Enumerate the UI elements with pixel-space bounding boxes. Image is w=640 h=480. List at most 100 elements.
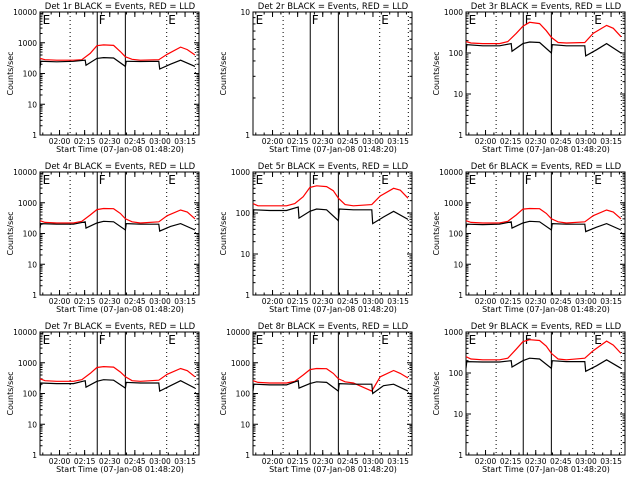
x-tick-label: 02:15 bbox=[500, 457, 522, 466]
x-tick-label: 02:30 bbox=[99, 137, 121, 146]
y-tick-label: 1 bbox=[458, 131, 463, 140]
y-tick-label: 1 bbox=[32, 131, 37, 140]
y-tick-label: 1000 bbox=[18, 359, 37, 368]
x-axis-label: Start Time (07-Jan-08 01:48:20) bbox=[56, 145, 184, 154]
x-tick-label: 03:15 bbox=[174, 457, 196, 466]
y-axis-label: Counts/sec bbox=[6, 211, 15, 255]
x-tick-label: 02:15 bbox=[287, 457, 309, 466]
x-tick-label: 02:45 bbox=[124, 457, 146, 466]
plot-frame bbox=[39, 331, 200, 456]
y-tick-label: 10000 bbox=[13, 328, 37, 337]
x-tick-label: 02:45 bbox=[550, 297, 572, 306]
y-tick-label: 10 bbox=[27, 260, 37, 269]
y-tick-label: 100 bbox=[449, 369, 464, 378]
x-axis-label: Start Time (07-Jan-08 01:48:20) bbox=[482, 465, 610, 474]
y-tick-label: 1 bbox=[245, 451, 250, 460]
x-axis-label: Start Time (07-Jan-08 01:48:20) bbox=[269, 305, 397, 314]
mode-marker-e: E bbox=[381, 13, 389, 27]
x-tick-label: 02:00 bbox=[475, 457, 497, 466]
x-tick-label: 03:00 bbox=[362, 297, 384, 306]
x-axis-label: Start Time (07-Jan-08 01:48:20) bbox=[482, 305, 610, 314]
mode-marker-f: F bbox=[312, 333, 319, 347]
lld-series-line bbox=[39, 44, 196, 61]
x-tick-label: 02:00 bbox=[262, 297, 284, 306]
x-tick-label: 02:30 bbox=[312, 137, 334, 146]
y-tick-label: 100 bbox=[449, 230, 464, 239]
panel-det-1: Det 1r BLACK = Events, RED = LLD 1 10 100 10… bbox=[6, 2, 200, 154]
events-series-line bbox=[252, 206, 409, 225]
events-series-line bbox=[465, 357, 622, 373]
x-tick-label: 02:00 bbox=[475, 297, 497, 306]
lld-series-line bbox=[465, 207, 622, 224]
y-tick-label: 10000 bbox=[439, 168, 463, 177]
mode-marker-e: E bbox=[594, 173, 602, 187]
events-series-line bbox=[39, 220, 196, 232]
y-tick-label: 1000 bbox=[444, 328, 463, 337]
x-axis-label: Start Time (07-Jan-08 01:48:20) bbox=[269, 145, 397, 154]
mode-marker-e: E bbox=[43, 333, 51, 347]
mode-marker-e: E bbox=[469, 13, 477, 27]
y-axis-label: Counts/sec bbox=[219, 211, 228, 255]
panel-det-2: Det 2r BLACK = Events, RED = LLD 1 10 02:00… bbox=[219, 2, 413, 154]
plot-frame bbox=[252, 331, 413, 456]
x-tick-label: 02:45 bbox=[337, 297, 359, 306]
mode-marker-f: F bbox=[99, 13, 106, 27]
panel-det-5: Det 5r BLACK = Events, RED = LLD 1 10 100 10… bbox=[219, 162, 413, 314]
y-tick-label: 10000 bbox=[226, 328, 250, 337]
y-tick-label: 10000 bbox=[13, 168, 37, 177]
panel-det-6: Det 6r BLACK = Events, RED = LLD 1 10 100 10… bbox=[432, 162, 626, 314]
plot-frame bbox=[465, 171, 626, 296]
x-tick-label: 02:00 bbox=[49, 297, 71, 306]
mode-marker-f: F bbox=[525, 13, 532, 27]
mode-marker-e: E bbox=[381, 173, 389, 187]
x-tick-label: 03:00 bbox=[575, 457, 597, 466]
lld-series-line bbox=[252, 367, 409, 392]
events-series-line bbox=[465, 41, 622, 57]
y-tick-label: 10 bbox=[27, 100, 37, 109]
y-tick-label: 1 bbox=[245, 291, 250, 300]
mode-marker-e: E bbox=[43, 13, 51, 27]
panel-det-4: Det 4r BLACK = Events, RED = LLD 1 10 100 10… bbox=[6, 162, 200, 314]
mode-marker-e: E bbox=[256, 333, 264, 347]
x-tick-label: 02:00 bbox=[475, 137, 497, 146]
x-tick-label: 03:15 bbox=[387, 137, 409, 146]
panel-title: Det 8r BLACK = Events, RED = LLD bbox=[258, 322, 409, 332]
x-axis-label: Start Time (07-Jan-08 01:48:20) bbox=[56, 305, 184, 314]
x-tick-label: 03:00 bbox=[362, 137, 384, 146]
x-tick-label: 03:15 bbox=[600, 297, 622, 306]
x-tick-label: 02:45 bbox=[124, 297, 146, 306]
x-tick-label: 02:15 bbox=[74, 297, 96, 306]
y-tick-label: 10 bbox=[240, 250, 250, 259]
y-tick-label: 1000 bbox=[18, 199, 37, 208]
events-series-line bbox=[252, 379, 409, 395]
plot-frame bbox=[252, 171, 413, 296]
x-tick-label: 02:15 bbox=[287, 297, 309, 306]
y-tick-label: 100 bbox=[23, 230, 38, 239]
mode-marker-e: E bbox=[469, 173, 477, 187]
mode-marker-e: E bbox=[168, 173, 176, 187]
mode-marker-e: E bbox=[594, 13, 602, 27]
panel-title: Det 9r BLACK = Events, RED = LLD bbox=[471, 322, 622, 332]
y-tick-label: 100 bbox=[449, 49, 464, 58]
panel-title: Det 6r BLACK = Events, RED = LLD bbox=[471, 162, 622, 172]
x-tick-label: 02:30 bbox=[312, 457, 334, 466]
x-tick-label: 02:45 bbox=[550, 457, 572, 466]
panel-det-8: Det 8r BLACK = Events, RED = LLD 1 10 100 10… bbox=[219, 322, 413, 474]
x-axis-label: Start Time (07-Jan-08 01:48:20) bbox=[482, 145, 610, 154]
y-tick-label: 1 bbox=[458, 291, 463, 300]
mode-marker-e: E bbox=[256, 13, 264, 27]
x-tick-label: 03:00 bbox=[362, 457, 384, 466]
y-axis-label: Counts/sec bbox=[219, 51, 228, 95]
panel-det-9: Det 9r BLACK = Events, RED = LLD 1 10 100 10… bbox=[432, 322, 626, 474]
y-axis-label: Counts/sec bbox=[219, 371, 228, 415]
mode-marker-f: F bbox=[525, 173, 532, 187]
x-tick-label: 02:30 bbox=[525, 137, 547, 146]
y-tick-label: 100 bbox=[23, 390, 38, 399]
mode-marker-e: E bbox=[594, 333, 602, 347]
panel-title: Det 4r BLACK = Events, RED = LLD bbox=[45, 162, 196, 172]
y-tick-label: 10 bbox=[240, 420, 250, 429]
mode-marker-e: E bbox=[469, 333, 477, 347]
panel-title: Det 1r BLACK = Events, RED = LLD bbox=[45, 2, 196, 12]
x-tick-label: 03:00 bbox=[149, 457, 171, 466]
x-tick-label: 02:30 bbox=[312, 297, 334, 306]
